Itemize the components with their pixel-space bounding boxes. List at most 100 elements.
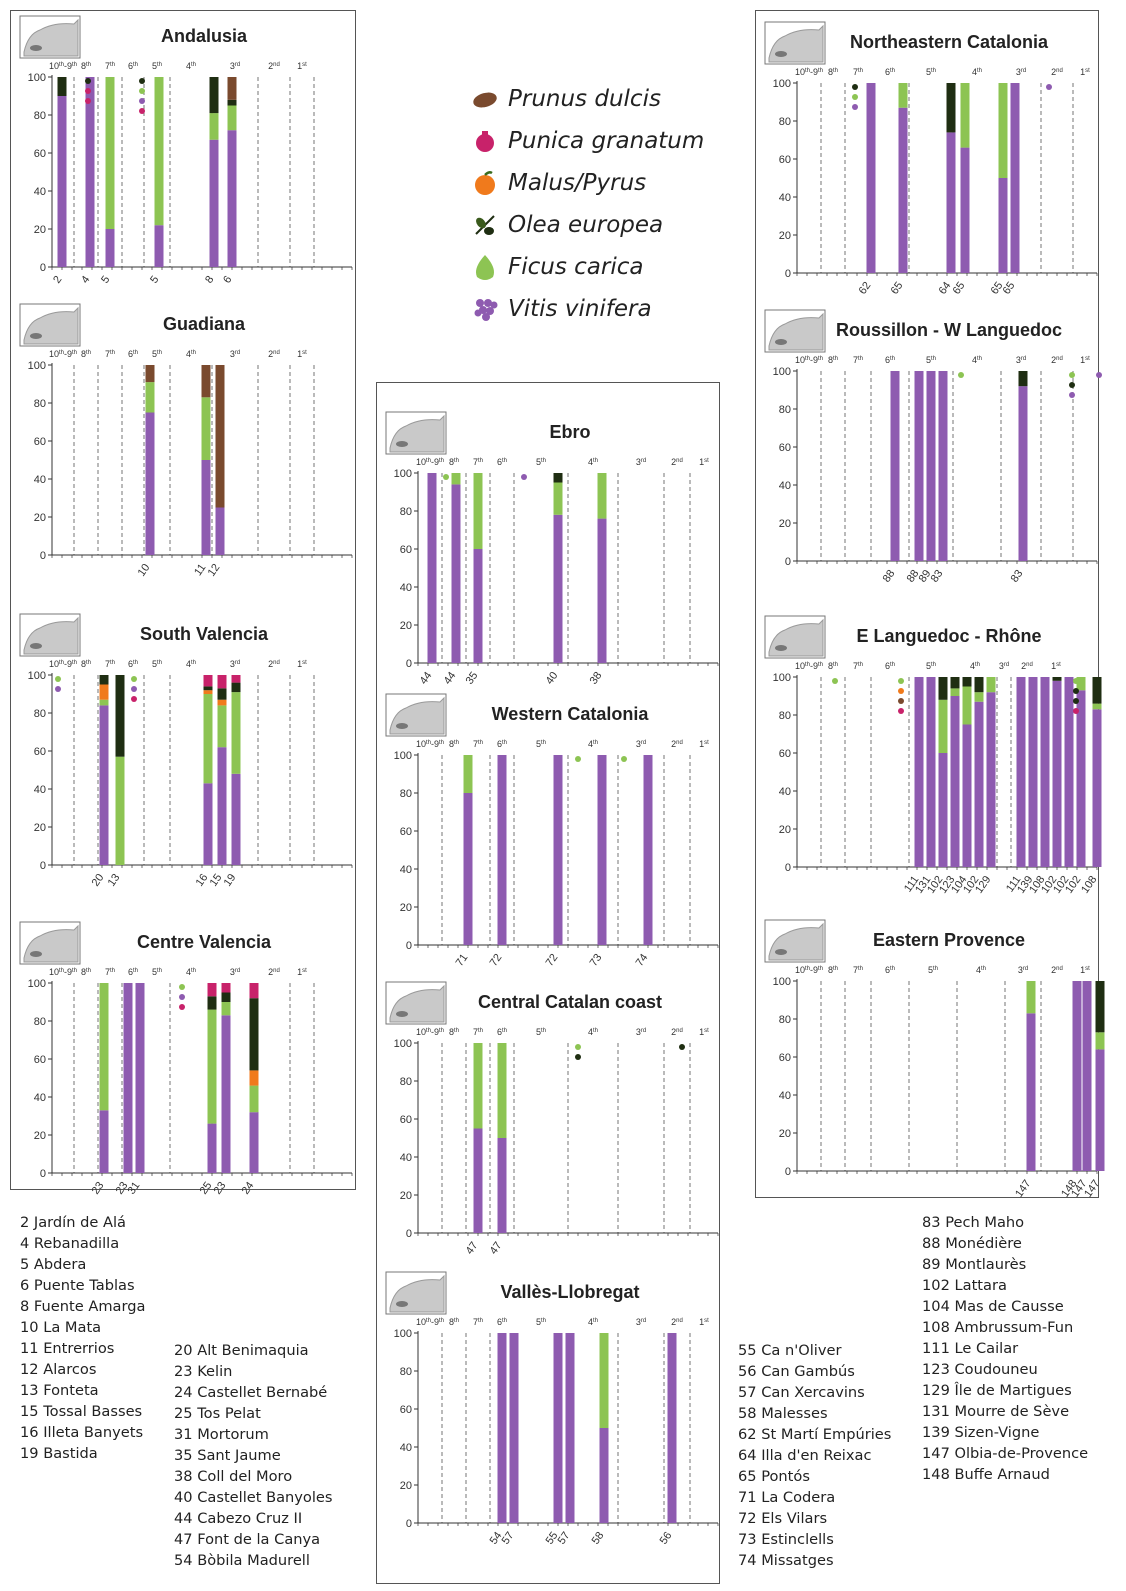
presence-dot bbox=[1073, 688, 1079, 694]
list-item: 4 Rebanadilla bbox=[20, 1235, 120, 1252]
y-tick-label: 0 bbox=[40, 1168, 46, 1180]
y-tick-label: 100 bbox=[773, 976, 791, 988]
legend: Prunus dulcis Punica granatum Malus/Pyru… bbox=[470, 78, 730, 330]
site-label: 12 bbox=[206, 562, 223, 579]
legend-label: Malus/Pyrus bbox=[508, 170, 647, 196]
bar-segment bbox=[207, 996, 217, 1010]
y-tick-label: 60 bbox=[34, 436, 46, 448]
presence-dot bbox=[575, 756, 581, 762]
presence-dot bbox=[1096, 372, 1102, 378]
site-label: 47 bbox=[488, 1240, 505, 1257]
century-label: 3rd bbox=[636, 1027, 646, 1037]
legend-label: Punica granatum bbox=[508, 128, 705, 154]
century-label: 7th bbox=[853, 965, 863, 975]
bar-segment bbox=[99, 705, 109, 865]
fig-icon bbox=[476, 255, 494, 280]
chart-svg: South Valencia 10th-9th 8th 7th 6th 5th 4th 3rd… bbox=[19, 613, 353, 889]
bar-segment bbox=[203, 694, 213, 784]
bar-segment bbox=[105, 229, 115, 267]
chart-title: Vallès-Llobregat bbox=[500, 1282, 639, 1302]
presence-dot bbox=[139, 108, 145, 114]
century-label: 1st bbox=[1080, 67, 1090, 77]
century-label: 10th-9th bbox=[49, 967, 77, 977]
y-tick-label: 0 bbox=[406, 1518, 412, 1530]
list-item: 24 Castellet Bernabé bbox=[174, 1384, 328, 1401]
y-tick-label: 20 bbox=[34, 512, 46, 524]
presence-dot bbox=[85, 88, 91, 94]
y-tick-label: 100 bbox=[773, 366, 791, 378]
list-item: 148 Buffe Arnaud bbox=[922, 1466, 1050, 1483]
bar-segment bbox=[473, 549, 483, 663]
century-label: 6th bbox=[885, 661, 895, 671]
century-label: 3rd bbox=[636, 1317, 646, 1327]
chart-guadiana: Guadiana 10th-9th 8th 7th 6th 5th 4th 3rd 2nd 1st… bbox=[14, 300, 353, 580]
olive-icon bbox=[475, 215, 495, 235]
site-list-3: 55 Ca n'Oliver 56 Can Gambús 57 Can Xerc… bbox=[738, 1340, 891, 1571]
presence-dot bbox=[85, 98, 91, 104]
bar-segment bbox=[463, 793, 473, 945]
bar-segment bbox=[1092, 677, 1102, 704]
chart-svg: Central Catalan coast 10th-9th 8th 7th 6th 5t… bbox=[385, 981, 719, 1257]
list-item: 57 Can Xercavins bbox=[738, 1384, 865, 1401]
bar-segment bbox=[99, 684, 109, 700]
bar-segment bbox=[1010, 83, 1020, 273]
century-label: 8th bbox=[81, 967, 91, 977]
bar-segment bbox=[1095, 1032, 1105, 1050]
y-tick-label: 100 bbox=[394, 1328, 412, 1340]
site-label: 65 bbox=[951, 280, 968, 297]
presence-dot bbox=[139, 98, 145, 104]
century-label: 7th bbox=[473, 457, 483, 467]
bar-segment bbox=[974, 701, 984, 867]
site-label: 44 bbox=[442, 670, 459, 687]
region-map-icon bbox=[19, 921, 81, 965]
bar-segment bbox=[145, 365, 155, 383]
century-label: 1st bbox=[1080, 355, 1090, 365]
bar-segment bbox=[249, 983, 259, 999]
century-label: 8th bbox=[449, 457, 459, 467]
bar-segment bbox=[154, 77, 164, 226]
bar-segment bbox=[926, 371, 936, 561]
bar-segment bbox=[145, 382, 155, 413]
chart-svg: E Languedoc - Rhône 10th-9th 8th 7th 6th 5th 4… bbox=[764, 615, 1102, 896]
bar-segment bbox=[203, 783, 213, 865]
y-tick-label: 80 bbox=[34, 110, 46, 122]
bar-segment bbox=[209, 113, 219, 140]
bar-segment bbox=[986, 677, 996, 693]
bar-segment bbox=[960, 147, 970, 273]
bar-segment bbox=[553, 514, 563, 663]
bar-segment bbox=[249, 1085, 259, 1113]
list-item: 108 Ambrussum-Fun bbox=[922, 1319, 1074, 1336]
y-tick-label: 80 bbox=[34, 708, 46, 720]
list-item: 64 Illa d'en Reixac bbox=[738, 1447, 872, 1464]
bar-segment bbox=[154, 225, 164, 267]
region-map-icon bbox=[764, 309, 826, 353]
century-label: 5th bbox=[152, 659, 162, 669]
region-map-icon bbox=[764, 919, 826, 963]
century-label: 1st bbox=[297, 61, 307, 71]
century-label: 10th-9th bbox=[416, 1027, 444, 1037]
y-tick-label: 80 bbox=[34, 1016, 46, 1028]
century-label: 8th bbox=[828, 965, 838, 975]
century-label: 1st bbox=[699, 1027, 709, 1037]
chart-valles-llobregat: Vallès-Llobregat 10th-9th 8th 7th 6th 5th 4th 3… bbox=[380, 1268, 719, 1548]
bar-segment bbox=[221, 983, 231, 993]
y-tick-label: 100 bbox=[394, 1038, 412, 1050]
presence-dot bbox=[179, 994, 185, 1000]
bar-segment bbox=[203, 675, 213, 687]
site-label: 65 bbox=[989, 280, 1006, 297]
bar-segment bbox=[203, 686, 213, 691]
list-item: 35 Sant Jaume bbox=[174, 1447, 281, 1464]
century-label: 7th bbox=[473, 739, 483, 749]
y-tick-label: 100 bbox=[28, 670, 46, 682]
century-label: 10th-9th bbox=[795, 67, 823, 77]
bar-segment bbox=[509, 1333, 519, 1523]
legend-label: Vitis vinifera bbox=[508, 296, 652, 322]
bar-segment bbox=[217, 747, 227, 865]
century-label: 8th bbox=[81, 659, 91, 669]
site-label: 57 bbox=[500, 1530, 517, 1547]
century-label: 1st bbox=[297, 967, 307, 977]
y-tick-label: 60 bbox=[34, 1054, 46, 1066]
list-item: 2 Jardín de Alá bbox=[20, 1214, 126, 1231]
site-label: 15 bbox=[208, 872, 225, 889]
bar-segment bbox=[898, 107, 908, 273]
